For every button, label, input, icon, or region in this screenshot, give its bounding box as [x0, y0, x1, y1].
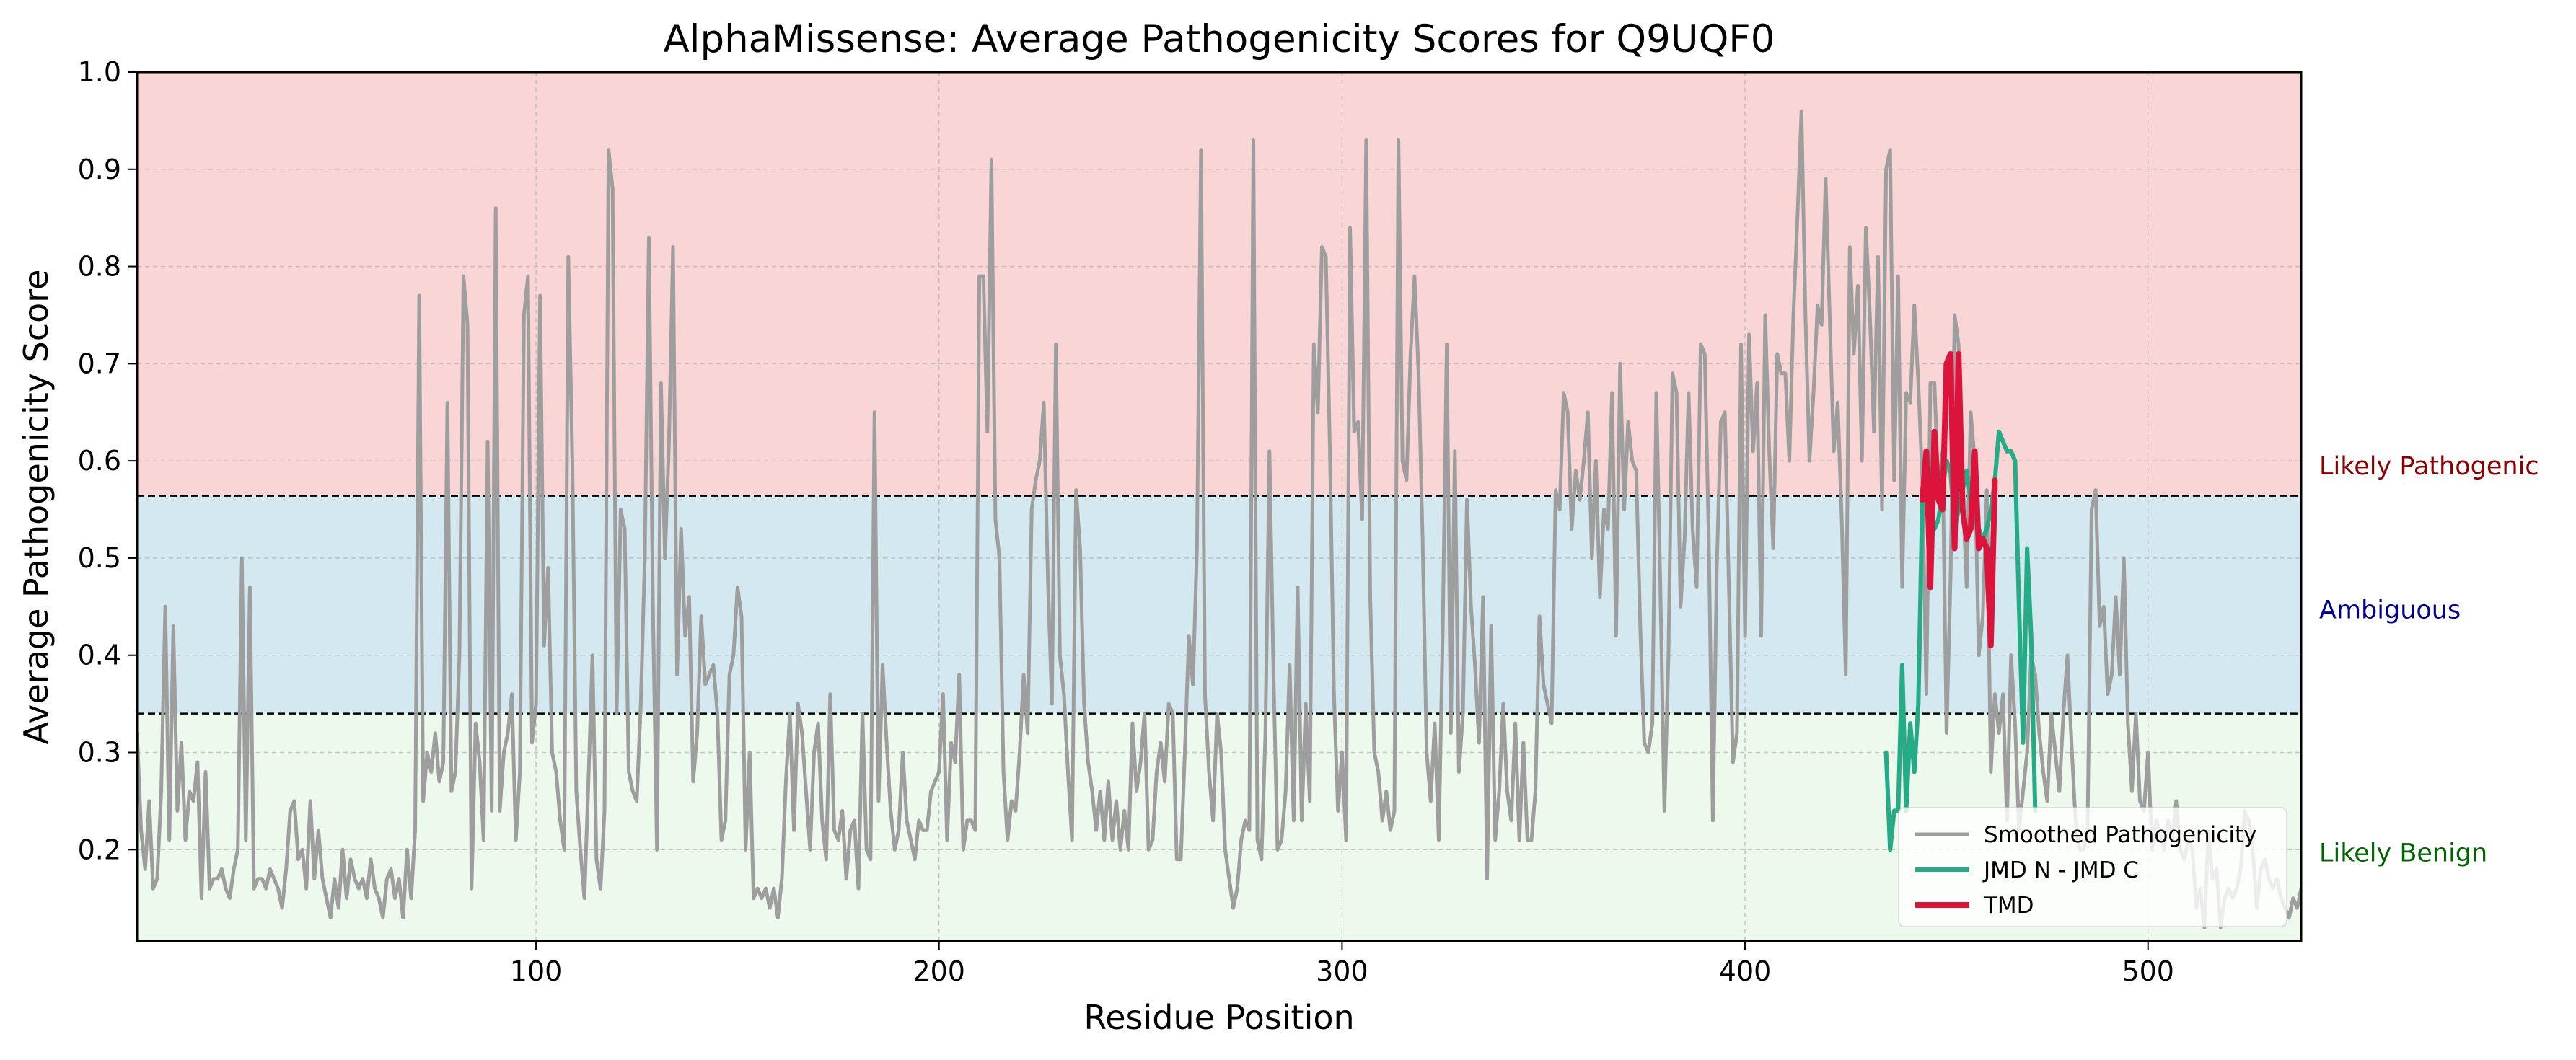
- band-label-likely-pathogenic: Likely Pathogenic: [2319, 452, 2539, 481]
- y-tick-label: 0.4: [78, 640, 121, 671]
- band-label-ambiguous: Ambiguous: [2319, 596, 2461, 624]
- x-tick-label: 500: [2122, 955, 2174, 987]
- y-axis-ticks: 0.2 0.3 0.4 0.5 0.6 0.7 0.8 0.9 1.0: [78, 56, 137, 865]
- x-axis-label: Residue Position: [1083, 998, 1354, 1037]
- y-tick-label: 0.2: [78, 834, 121, 865]
- legend-box: [1898, 807, 2287, 927]
- legend: Smoothed Pathogenicity JMD N - JMD C TMD: [1898, 807, 2287, 927]
- y-tick-label: 0.7: [78, 348, 121, 379]
- plot-frame: [136, 71, 2303, 942]
- x-axis-ticks: 100 200 300 400 500: [510, 941, 2174, 987]
- y-axis-label: Average Pathogenicity Score: [17, 270, 56, 745]
- x-tick-label: 300: [1316, 955, 1368, 987]
- x-tick-label: 400: [1719, 955, 1772, 987]
- band-label-likely-benign: Likely Benign: [2319, 839, 2487, 867]
- y-tick-label: 0.8: [78, 251, 121, 283]
- legend-label-smoothed-pathogenicity: Smoothed Pathogenicity: [1984, 822, 2256, 848]
- legend-label-tmd: TMD: [1983, 893, 2034, 919]
- y-tick-label: 0.3: [78, 737, 121, 769]
- band-labels: Likely Pathogenic Ambiguous Likely Benign: [2319, 452, 2539, 867]
- series-line-tmd: [1919, 350, 1998, 649]
- y-tick-label: 0.9: [78, 154, 121, 185]
- chart-title: AlphaMissense: Average Pathogenicity Sco…: [663, 17, 1775, 61]
- x-tick-label: 200: [913, 955, 965, 987]
- x-tick-label: 100: [510, 955, 563, 987]
- series-lines: [137, 109, 2301, 929]
- legend-label-jmd-n-jmd-c: JMD N - JMD C: [1982, 857, 2139, 883]
- y-tick-label: 1.0: [78, 56, 121, 88]
- y-tick-label: 0.5: [78, 542, 121, 574]
- y-tick-label: 0.6: [78, 445, 121, 477]
